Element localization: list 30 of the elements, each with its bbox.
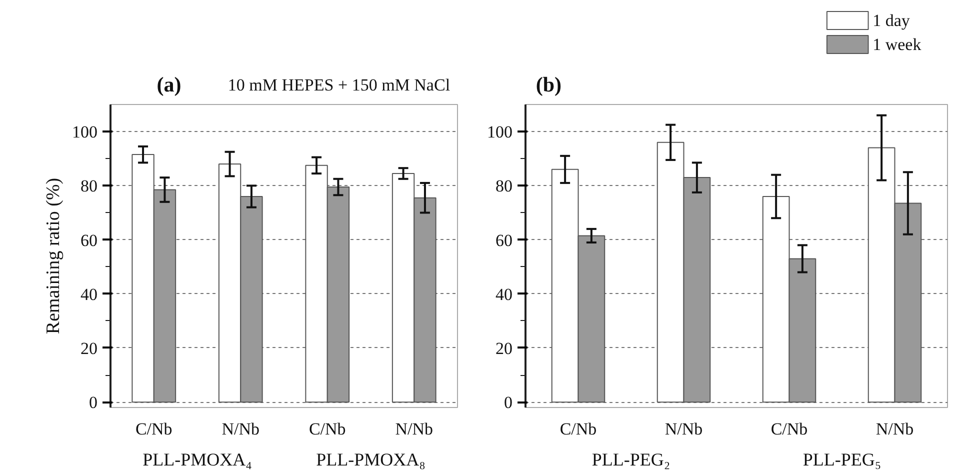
legend-label: 1 day bbox=[872, 11, 910, 30]
y-tick-label: 40 bbox=[80, 284, 98, 304]
x-tick-label: N/Nb bbox=[876, 420, 914, 438]
y-tick-label: 80 bbox=[80, 176, 98, 196]
y-tick-label: 100 bbox=[72, 122, 98, 142]
y-tick-label: 80 bbox=[496, 176, 512, 196]
y-tick-label: 40 bbox=[496, 284, 512, 304]
y-tick-label: 60 bbox=[496, 230, 512, 250]
y-tick-label: 100 bbox=[487, 122, 512, 142]
y-axis-title: Remaining ratio (%) bbox=[43, 178, 64, 334]
text: PLL-PMOXA₄ bbox=[142, 450, 252, 470]
chart-title: 10 mM HEPES + 150 mM NaCl bbox=[228, 76, 450, 94]
x-tick-label: N/Nb bbox=[222, 420, 260, 438]
y-tick-label: 20 bbox=[496, 338, 512, 358]
y-tick-label: 60 bbox=[80, 230, 98, 250]
y-tick-label: 0 bbox=[504, 393, 512, 412]
text: PLL-PMOXA₈ bbox=[316, 450, 426, 470]
x-tick-label: N/Nb bbox=[664, 420, 703, 438]
x-tick-label: N/Nb bbox=[395, 420, 434, 438]
text: PLL-PEG₅ bbox=[802, 450, 882, 470]
text: PLL-PEG₂ bbox=[592, 450, 670, 470]
text: (b) bbox=[536, 72, 562, 96]
legend-label: 1 week bbox=[872, 35, 922, 54]
x-tick-label: C/Nb bbox=[308, 420, 346, 438]
x-tick-label: C/Nb bbox=[135, 420, 172, 438]
y-tick-label: 20 bbox=[80, 338, 98, 358]
x-tick-label: C/Nb bbox=[770, 420, 808, 438]
y-tick-label: 0 bbox=[89, 393, 98, 412]
text: (a) bbox=[156, 72, 182, 96]
x-tick-label: C/Nb bbox=[560, 420, 597, 438]
